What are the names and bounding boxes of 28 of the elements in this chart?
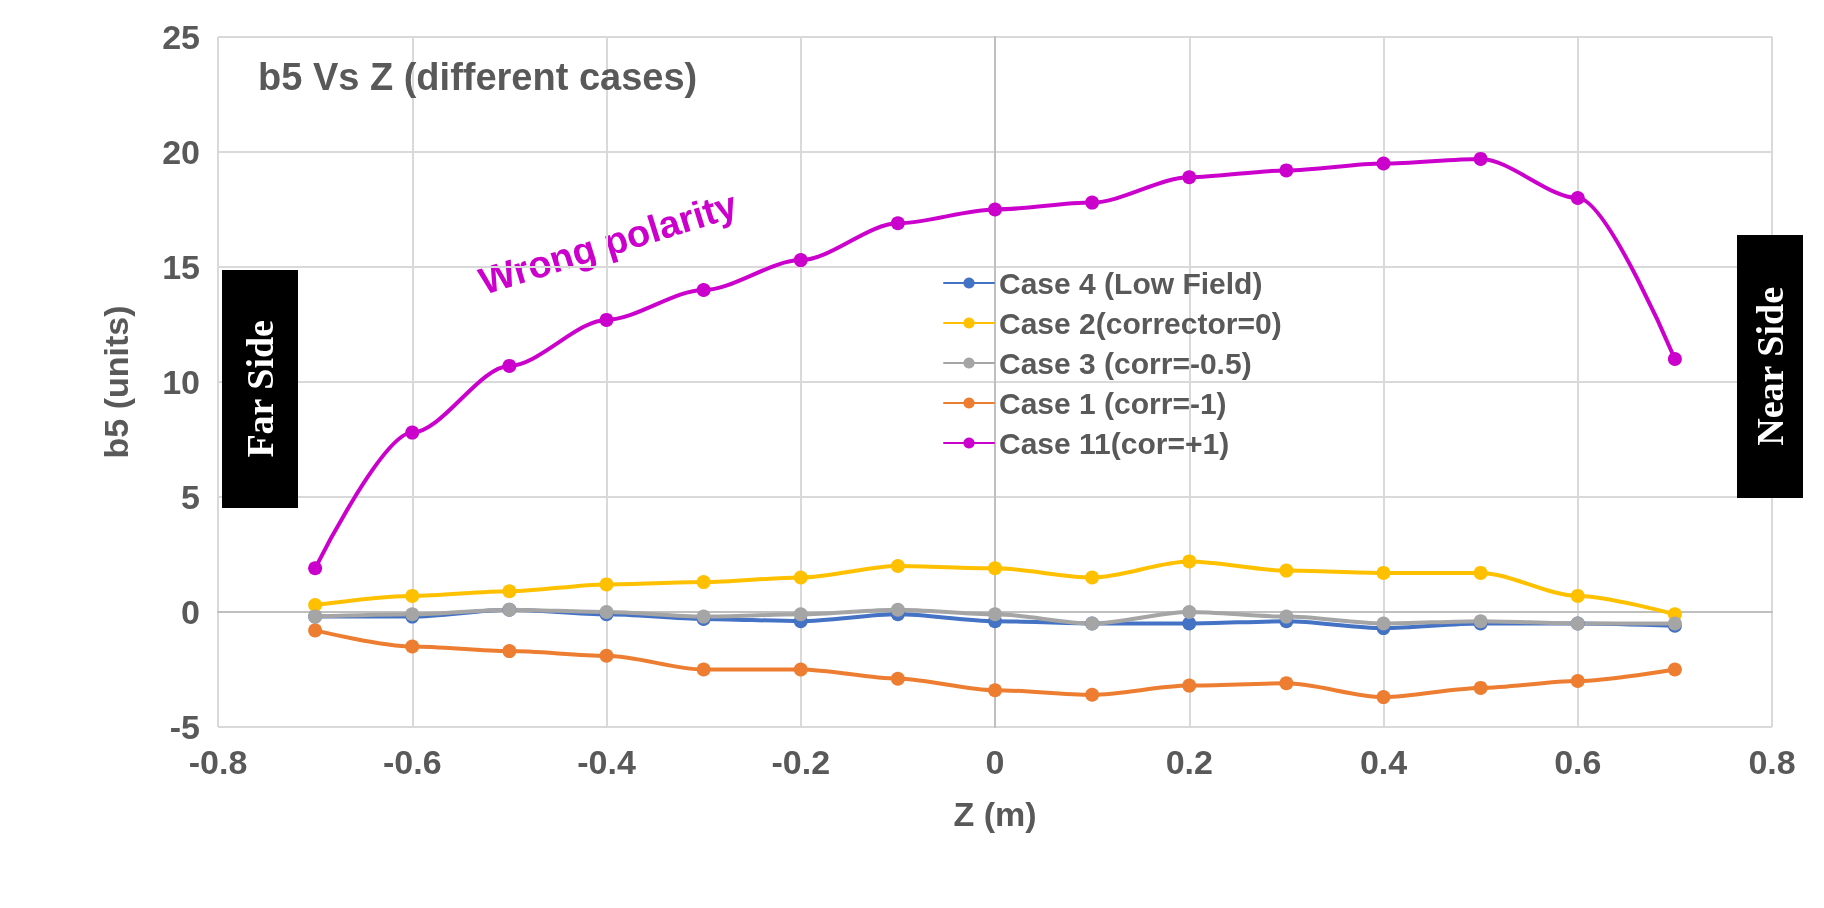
x-tick-label: 0.8: [1748, 743, 1796, 781]
x-tick-label: 0.4: [1359, 743, 1408, 781]
x-tick-label: -0.6: [382, 743, 442, 781]
legend-label: Case 4 (Low Field): [999, 266, 1263, 300]
legend-label: Case 3 (corr=-0.5): [999, 346, 1252, 380]
x-tick-label: -0.4: [577, 743, 636, 781]
legend-label: Case 2(corrector=0): [999, 306, 1282, 340]
y-tick-label: 25: [162, 18, 200, 56]
y-tick-label: 0: [181, 593, 200, 631]
legend-label: Case 11(cor=+1): [999, 426, 1230, 460]
y-axis-title: b5 (units): [97, 305, 135, 459]
x-axis-title: Z (m): [953, 795, 1037, 833]
x-tick-label: -0.8: [188, 743, 248, 781]
x-tick-label: 0.6: [1554, 743, 1602, 781]
y-tick-label: 15: [162, 248, 200, 286]
y-tick-label: 20: [162, 133, 200, 171]
annotation: Far Side: [238, 320, 282, 458]
y-tick-label: 10: [162, 363, 200, 401]
text: b5 Vs Z (different cases): [258, 56, 698, 98]
x-tick-label: 0: [985, 743, 1005, 781]
y-tick-label: -5: [169, 708, 200, 746]
x-tick-label: -0.2: [771, 743, 831, 781]
side-label-box: Near Side: [1737, 235, 1803, 498]
legend-label: Case 1 (corr=-1): [999, 386, 1227, 420]
y-tick-label: 5: [181, 478, 200, 516]
annotation: Near Side: [1748, 287, 1792, 446]
x-tick-label: 0.2: [1165, 743, 1213, 781]
side-label-box: Far Side: [222, 270, 298, 508]
